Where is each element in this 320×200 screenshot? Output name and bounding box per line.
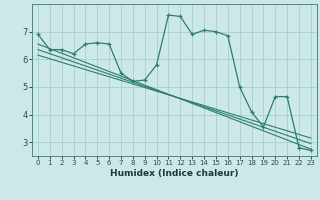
X-axis label: Humidex (Indice chaleur): Humidex (Indice chaleur) bbox=[110, 169, 239, 178]
